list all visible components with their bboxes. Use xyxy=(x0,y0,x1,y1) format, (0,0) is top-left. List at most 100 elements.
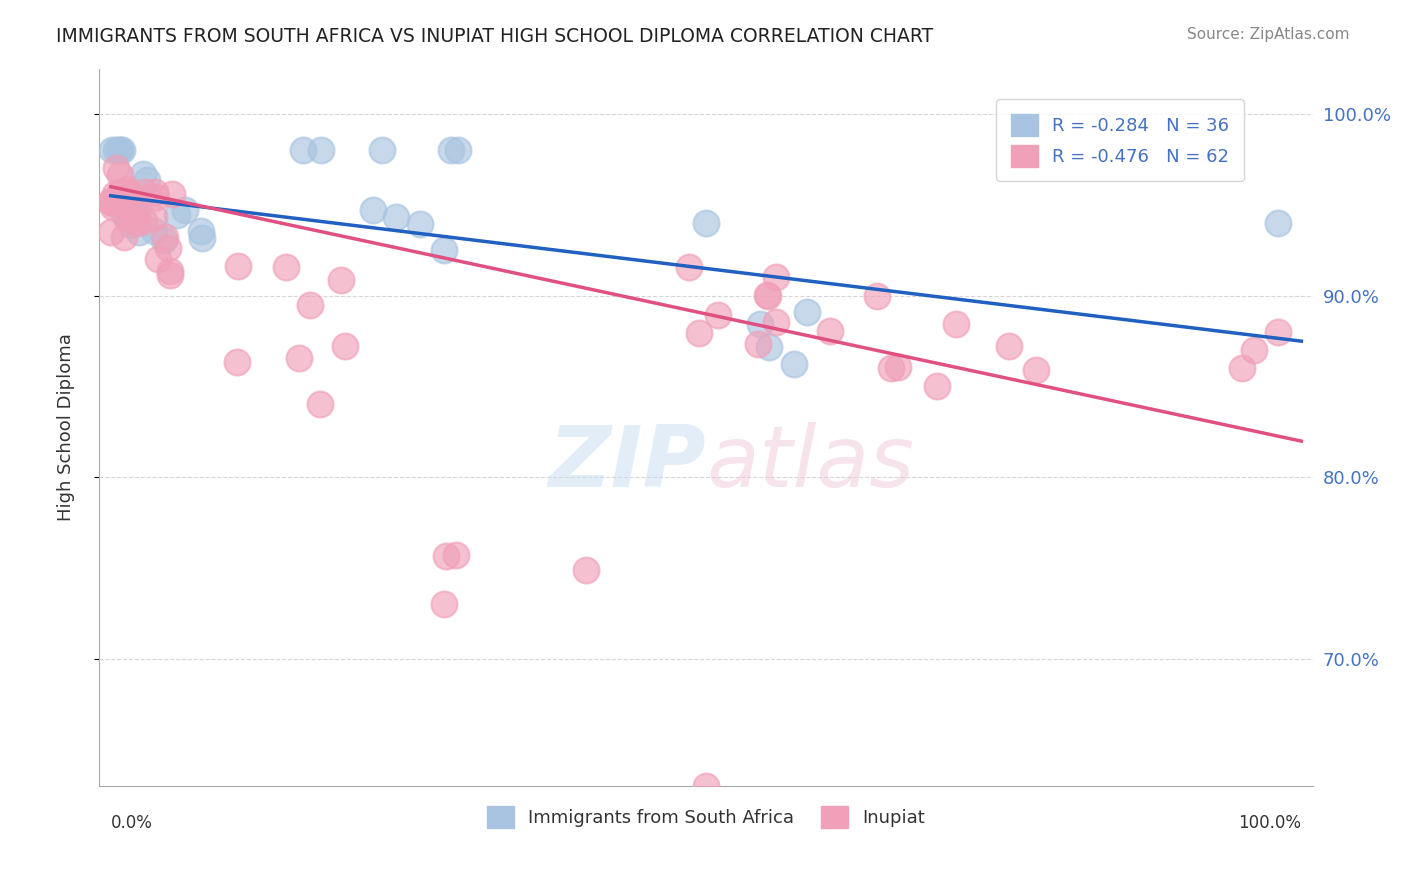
Point xyxy=(153,230,176,244)
Point xyxy=(117,185,139,199)
Point xyxy=(104,161,127,175)
Point xyxy=(117,193,139,207)
Point xyxy=(866,289,889,303)
Point xyxy=(127,199,149,213)
Point xyxy=(796,304,818,318)
Point xyxy=(309,144,332,158)
Point xyxy=(783,358,806,372)
Point xyxy=(100,144,122,158)
Point xyxy=(114,191,136,205)
Point xyxy=(134,185,156,199)
Point xyxy=(173,202,195,217)
Point xyxy=(945,318,967,332)
Point xyxy=(707,308,730,322)
Point xyxy=(112,230,135,244)
Point xyxy=(100,194,122,208)
Point xyxy=(747,337,769,351)
Point xyxy=(114,210,136,224)
Point xyxy=(880,361,903,376)
Point xyxy=(765,270,787,285)
Point xyxy=(1230,361,1253,376)
Point xyxy=(308,397,330,411)
Point xyxy=(120,200,142,214)
Point xyxy=(749,317,772,331)
Point xyxy=(758,341,780,355)
Point xyxy=(143,185,166,199)
Point xyxy=(153,233,176,247)
Point xyxy=(688,326,710,340)
Point xyxy=(433,598,456,612)
Point xyxy=(100,225,122,239)
Point xyxy=(299,297,322,311)
Point xyxy=(927,379,949,393)
Point xyxy=(101,196,124,211)
Point xyxy=(146,252,169,266)
Point xyxy=(100,194,122,209)
Point xyxy=(434,549,457,563)
Point xyxy=(104,187,127,202)
Point xyxy=(447,144,470,158)
Point xyxy=(110,169,132,183)
Point xyxy=(166,208,188,222)
Point xyxy=(132,167,155,181)
Point xyxy=(439,144,461,158)
Point xyxy=(159,268,181,282)
Point xyxy=(288,351,311,366)
Point xyxy=(142,210,165,224)
Text: Source: ZipAtlas.com: Source: ZipAtlas.com xyxy=(1187,27,1350,42)
Point xyxy=(120,218,142,232)
Legend: Immigrants from South Africa, Inupiat: Immigrants from South Africa, Inupiat xyxy=(479,798,932,835)
Point xyxy=(765,315,787,329)
Point xyxy=(108,144,131,158)
Point xyxy=(371,144,394,158)
Point xyxy=(104,144,127,158)
Text: 100.0%: 100.0% xyxy=(1239,814,1302,831)
Point xyxy=(127,217,149,231)
Text: ZIP: ZIP xyxy=(548,422,706,505)
Text: atlas: atlas xyxy=(706,422,914,505)
Point xyxy=(335,339,357,353)
Point xyxy=(226,259,249,273)
Text: 0.0%: 0.0% xyxy=(111,814,153,831)
Point xyxy=(225,355,247,369)
Point xyxy=(756,287,779,301)
Point xyxy=(446,548,468,562)
Point xyxy=(1267,216,1289,230)
Point xyxy=(145,190,167,204)
Point xyxy=(115,211,138,226)
Point xyxy=(115,182,138,196)
Point xyxy=(125,212,148,227)
Point xyxy=(132,214,155,228)
Point xyxy=(111,144,134,158)
Point xyxy=(361,202,384,217)
Point xyxy=(1243,343,1265,358)
Point xyxy=(756,289,779,303)
Point xyxy=(115,198,138,212)
Point xyxy=(108,144,131,158)
Point xyxy=(695,780,717,794)
Point xyxy=(678,260,700,275)
Point xyxy=(156,241,179,255)
Text: IMMIGRANTS FROM SOUTH AFRICA VS INUPIAT HIGH SCHOOL DIPLOMA CORRELATION CHART: IMMIGRANTS FROM SOUTH AFRICA VS INUPIAT … xyxy=(56,27,934,45)
Point xyxy=(128,225,150,239)
Point xyxy=(998,339,1021,353)
Point xyxy=(159,264,181,278)
Y-axis label: High School Diploma: High School Diploma xyxy=(58,334,75,522)
Point xyxy=(329,273,352,287)
Point xyxy=(575,563,598,577)
Point xyxy=(820,324,842,338)
Point xyxy=(124,192,146,206)
Point xyxy=(1025,363,1047,377)
Point xyxy=(191,231,214,245)
Point xyxy=(142,224,165,238)
Point xyxy=(162,186,184,201)
Point xyxy=(135,173,157,187)
Point xyxy=(190,224,212,238)
Point xyxy=(291,144,314,158)
Point xyxy=(433,243,456,257)
Point xyxy=(385,210,408,224)
Point xyxy=(1267,325,1289,339)
Point xyxy=(122,215,145,229)
Point xyxy=(127,210,149,224)
Point xyxy=(409,217,432,231)
